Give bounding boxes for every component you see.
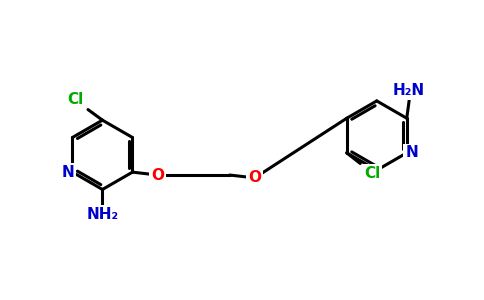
Text: O: O xyxy=(248,170,261,185)
Text: H₂N: H₂N xyxy=(393,83,425,98)
Text: N: N xyxy=(405,146,418,160)
Text: Cl: Cl xyxy=(67,92,83,107)
Text: Cl: Cl xyxy=(364,166,380,181)
Text: NH₂: NH₂ xyxy=(86,207,119,222)
Text: N: N xyxy=(61,165,74,180)
Text: O: O xyxy=(151,167,164,182)
